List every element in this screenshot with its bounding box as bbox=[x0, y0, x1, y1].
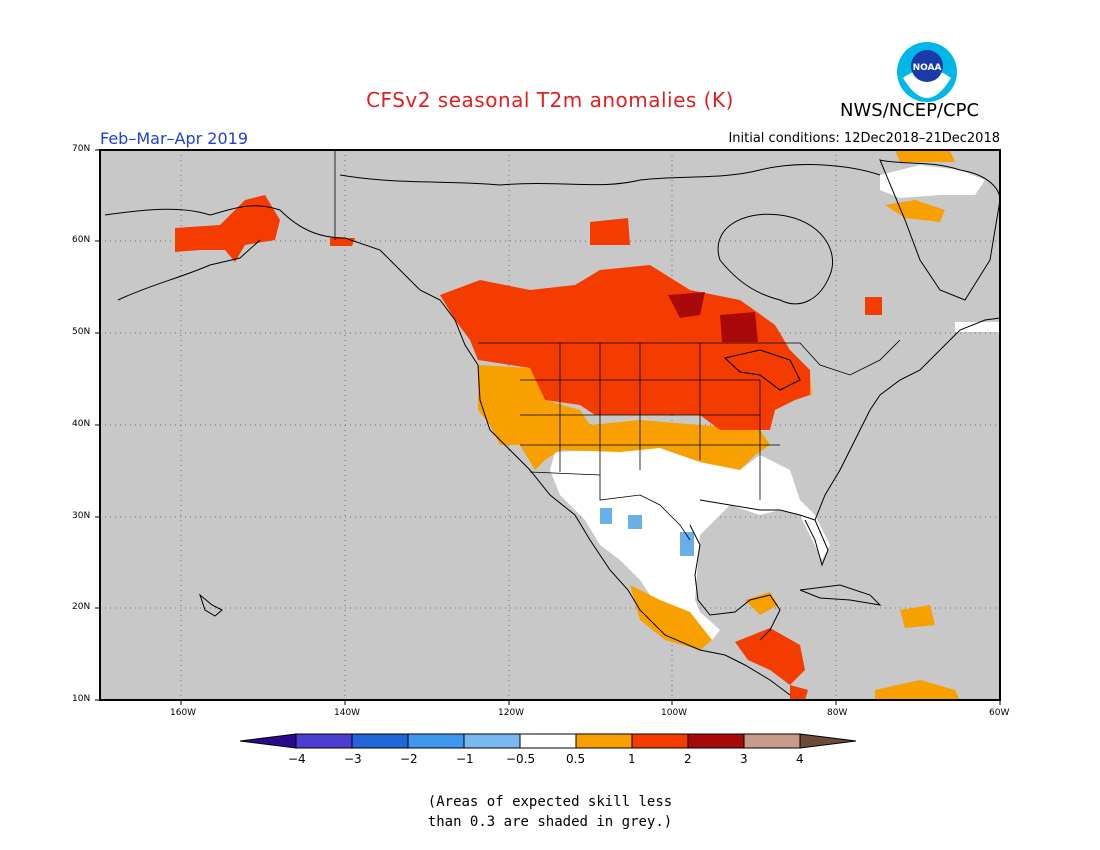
lon-label-100w: 100W bbox=[661, 708, 688, 718]
legend-swatch-05-1 bbox=[576, 734, 632, 748]
legend-swatch-neutral bbox=[520, 734, 576, 748]
borders bbox=[334, 150, 901, 541]
season-label: Feb–Mar–Apr 2019 bbox=[100, 129, 248, 148]
lon-label-120w: 120W bbox=[498, 708, 525, 718]
legend-tick-3: 3 bbox=[740, 752, 748, 766]
axis-ticks bbox=[95, 149, 1001, 705]
legend-tick-05: 0.5 bbox=[566, 752, 586, 766]
lat-label-50n: 50N bbox=[72, 327, 91, 337]
legend-tick-minus3: −3 bbox=[344, 752, 362, 766]
legend-swatch-4-3 bbox=[296, 734, 352, 748]
legend-swatch-2-1 bbox=[408, 734, 464, 748]
legend-swatch-1-05 bbox=[464, 734, 520, 748]
lat-label-10n: 10N bbox=[72, 694, 91, 704]
legend-tick-minus2: −2 bbox=[400, 752, 418, 766]
noaa-logo-text: NOAA bbox=[913, 63, 942, 73]
lon-label-140w: 140W bbox=[334, 708, 361, 718]
legend-swatch-1-2 bbox=[632, 734, 688, 748]
legend-tick-minus1: −1 bbox=[456, 752, 474, 766]
legend-swatch-3-2 bbox=[352, 734, 408, 748]
coastlines bbox=[104, 159, 1001, 696]
neutral-north-patches bbox=[880, 165, 1000, 332]
lat-label-70n: 70N bbox=[72, 144, 91, 154]
legend-swatch-2-3 bbox=[688, 734, 744, 748]
legend-tick-1: 1 bbox=[628, 752, 636, 766]
organization-label: NWS/NCEP/CPC bbox=[840, 100, 980, 121]
lat-label-60n: 60N bbox=[72, 235, 91, 245]
skill-note: (Areas of expected skill less than 0.3 a… bbox=[0, 792, 1100, 832]
initial-conditions-label: Initial conditions: 12Dec2018–21Dec2018 bbox=[728, 131, 1000, 146]
legend-tick-minus4: −4 bbox=[288, 752, 306, 766]
legend-tick-2: 2 bbox=[684, 752, 692, 766]
warm-anomaly-1-2-region bbox=[175, 195, 882, 700]
legend-swatch-3-4 bbox=[744, 734, 800, 748]
legend-tick-4: 4 bbox=[796, 752, 804, 766]
skill-note-line2: than 0.3 are shaded in grey.) bbox=[427, 814, 673, 830]
map-title: CFSv2 seasonal T2m anomalies (K) bbox=[366, 88, 734, 112]
cool-anomaly-patches bbox=[600, 508, 694, 556]
legend-tick-minus05: −0.5 bbox=[506, 752, 536, 766]
lat-label-30n: 30N bbox=[72, 511, 91, 521]
lat-label-40n: 40N bbox=[72, 419, 91, 429]
warm-anomaly-2-3-region bbox=[668, 292, 758, 342]
legend-swatch-gt-4 bbox=[800, 734, 856, 748]
legend-swatch-lt-4 bbox=[240, 734, 296, 748]
noaa-logo: NOAA bbox=[897, 42, 957, 102]
color-legend bbox=[240, 733, 857, 749]
lat-label-20n: 20N bbox=[72, 602, 91, 612]
skill-note-line1: (Areas of expected skill less bbox=[427, 794, 673, 810]
lon-label-80w: 80W bbox=[827, 708, 848, 718]
lon-label-160w: 160W bbox=[170, 708, 197, 718]
lon-label-60w: 60W bbox=[989, 708, 1010, 718]
